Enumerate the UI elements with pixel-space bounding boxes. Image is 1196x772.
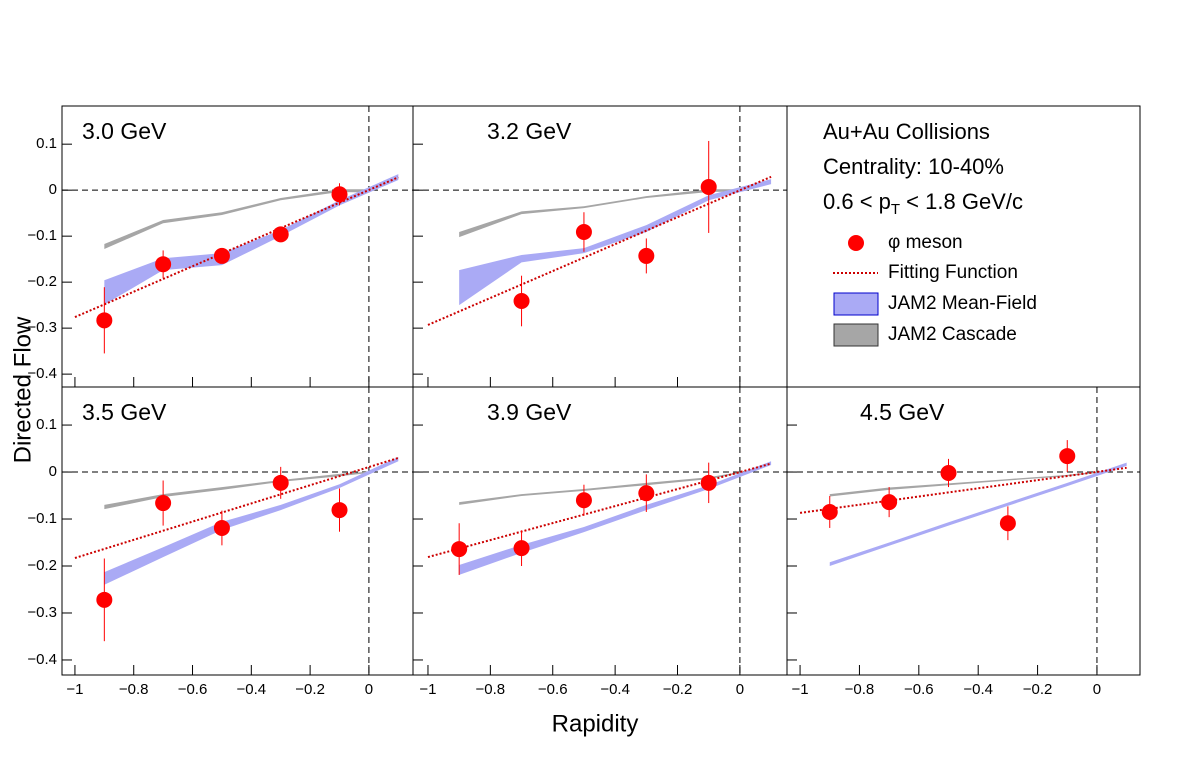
data-point: [213, 519, 230, 536]
data-point: [821, 503, 838, 520]
plot-area: [799, 440, 1127, 567]
data-point: [331, 502, 348, 519]
model-band: [829, 471, 1097, 497]
fit-line: [799, 466, 1127, 514]
panel-title: 4.5 GeV: [860, 399, 945, 425]
y-tick-label: −0.4: [27, 365, 57, 382]
model-band: [104, 189, 369, 250]
panel-title: 3.5 GeV: [82, 399, 167, 425]
x-tick-label: −0.6: [178, 681, 208, 698]
data-point: [638, 247, 655, 264]
x-tick-label: −0.8: [119, 681, 149, 698]
legend-label: JAM2 Cascade: [888, 324, 1017, 345]
data-point: [331, 186, 348, 203]
data-point: [999, 515, 1016, 532]
x-tick-label: −0.4: [600, 681, 630, 698]
annotation-part: < 1.8 GeV/c: [900, 189, 1023, 214]
model-band: [459, 189, 740, 238]
x-tick-label: −0.6: [904, 681, 934, 698]
x-tick-label: 0: [1093, 681, 1101, 698]
fit-line: [427, 175, 772, 326]
data-point: [638, 485, 655, 502]
panel-frame: [786, 386, 1141, 676]
panel-frame: [61, 386, 414, 676]
data-point: [513, 292, 530, 309]
plot-area: [74, 174, 399, 354]
y-tick-label: −0.2: [27, 557, 57, 574]
x-axis-label: Rapidity: [552, 710, 639, 737]
y-tick-label: 0: [49, 181, 57, 198]
fit-line: [74, 456, 399, 559]
y-tick-label: −0.3: [27, 604, 57, 621]
model-band: [459, 179, 772, 306]
data-point: [155, 256, 172, 273]
y-tick-label: −0.3: [27, 319, 57, 336]
x-tick-label: −0.4: [237, 681, 267, 698]
panel-title: 3.0 GeV: [82, 118, 167, 144]
x-tick-label: −0.8: [845, 681, 875, 698]
data-point: [272, 474, 289, 491]
x-tick-label: −1: [419, 681, 436, 698]
plot-area: [427, 140, 772, 327]
data-point: [272, 226, 289, 243]
x-tick-label: −0.6: [538, 681, 568, 698]
y-tick-label: 0.1: [36, 416, 57, 433]
data-point: [213, 247, 230, 264]
model-band: [459, 472, 740, 505]
x-tick-label: −0.4: [963, 681, 993, 698]
model-band: [459, 461, 772, 575]
legend-marker: [833, 292, 879, 316]
panel-title: 3.2 GeV: [487, 118, 572, 144]
data-point: [513, 540, 530, 557]
data-point: [700, 474, 717, 491]
x-tick-label: 0: [736, 681, 744, 698]
panel-frame: [412, 386, 788, 676]
annotation-subscript: T: [891, 201, 900, 218]
x-tick-label: −1: [66, 681, 83, 698]
y-tick-label: 0: [49, 463, 57, 480]
x-tick-label: 0: [365, 681, 373, 698]
data-point: [940, 464, 957, 481]
data-point: [700, 178, 717, 195]
annotation: Au+Au Collisions: [823, 119, 990, 144]
legend-marker: [833, 323, 879, 347]
x-tick-label: −0.8: [476, 681, 506, 698]
panel-title: 3.9 GeV: [487, 399, 572, 425]
x-tick-label: −0.2: [295, 681, 325, 698]
y-tick-label: −0.1: [27, 227, 57, 244]
legend-label: JAM2 Mean-Field: [888, 293, 1037, 314]
plot-area: [427, 461, 772, 575]
data-point: [96, 312, 113, 329]
annotation: Centrality: 10-40%: [823, 154, 1004, 179]
legend-marker: [848, 235, 864, 251]
data-point: [575, 492, 592, 509]
y-tick-label: −0.1: [27, 510, 57, 527]
y-tick-label: −0.2: [27, 273, 57, 290]
data-point: [575, 224, 592, 241]
y-tick-label: −0.4: [27, 651, 57, 668]
annotation-part: 0.6 < p: [823, 189, 891, 214]
model-band: [829, 462, 1127, 567]
data-point: [1059, 448, 1076, 465]
data-point: [881, 494, 898, 511]
legend-label: φ meson: [888, 232, 963, 253]
y-tick-label: 0.1: [36, 135, 57, 152]
model-band: [104, 457, 399, 585]
legend-label: Fitting Function: [888, 262, 1018, 283]
x-tick-label: −1: [792, 681, 809, 698]
y-axis-label: Directed Flow: [9, 316, 36, 463]
x-tick-label: −0.2: [663, 681, 693, 698]
x-tick-label: −0.2: [1023, 681, 1053, 698]
data-point: [96, 591, 113, 608]
data-point: [451, 541, 468, 558]
data-point: [155, 495, 172, 512]
plot-area: [74, 456, 399, 642]
annotation: 0.6 < pT < 1.8 GeV/c: [823, 189, 1023, 218]
fit-line: [427, 462, 772, 559]
